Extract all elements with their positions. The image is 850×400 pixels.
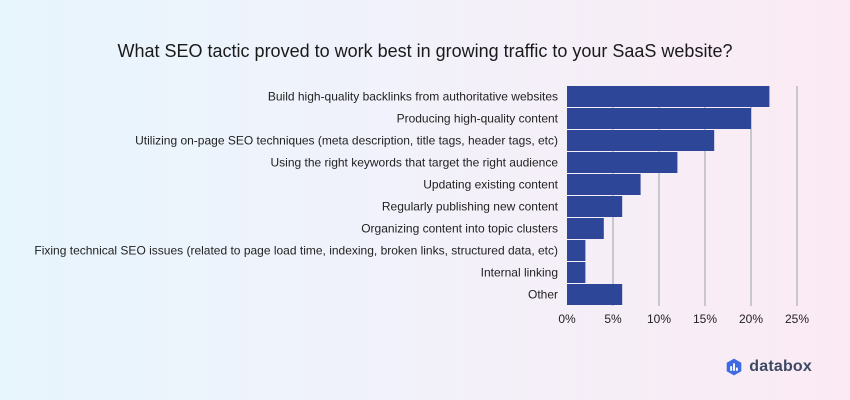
category-label-6: Regularly publishing new content (382, 200, 559, 214)
category-label-3: Utilizing on-page SEO techniques (meta d… (135, 134, 558, 148)
bar-8 (567, 240, 586, 261)
tick-label-0: 0% (558, 312, 576, 326)
bar-5 (567, 174, 641, 195)
tick-label-5: 5% (604, 312, 622, 326)
category-labels: Build high-quality backlinks from author… (34, 90, 558, 302)
brand-name: databox (749, 358, 812, 375)
tick-label-10: 10% (647, 312, 671, 326)
bar-4 (567, 152, 678, 173)
category-label-9: Internal linking (481, 266, 558, 280)
bar-1 (567, 86, 770, 107)
bar-7 (567, 218, 604, 239)
category-label-1: Build high-quality backlinks from author… (268, 90, 558, 104)
tick-label-20: 20% (739, 312, 763, 326)
databox-logo-icon (726, 358, 742, 376)
databox-brand: databox (725, 358, 812, 376)
bars (567, 86, 770, 305)
category-label-4: Using the right keywords that target the… (271, 156, 559, 170)
bar-10 (567, 284, 623, 305)
bar-9 (567, 262, 586, 283)
bar-6 (567, 196, 623, 217)
tick-label-25: 25% (785, 312, 809, 326)
tick-label-15: 15% (693, 312, 717, 326)
chart-title: What SEO tactic proved to work best in g… (118, 41, 733, 61)
bar-3 (567, 130, 715, 151)
category-label-2: Producing high-quality content (397, 112, 559, 126)
category-label-8: Fixing technical SEO issues (related to … (34, 244, 558, 258)
category-label-5: Updating existing content (423, 178, 558, 192)
category-label-7: Organizing content into topic clusters (361, 222, 558, 236)
bar-2 (567, 108, 751, 129)
x-axis-tick-labels: 0% 5% 10% 15% 20% 25% (558, 312, 809, 326)
category-label-10: Other (528, 288, 558, 302)
